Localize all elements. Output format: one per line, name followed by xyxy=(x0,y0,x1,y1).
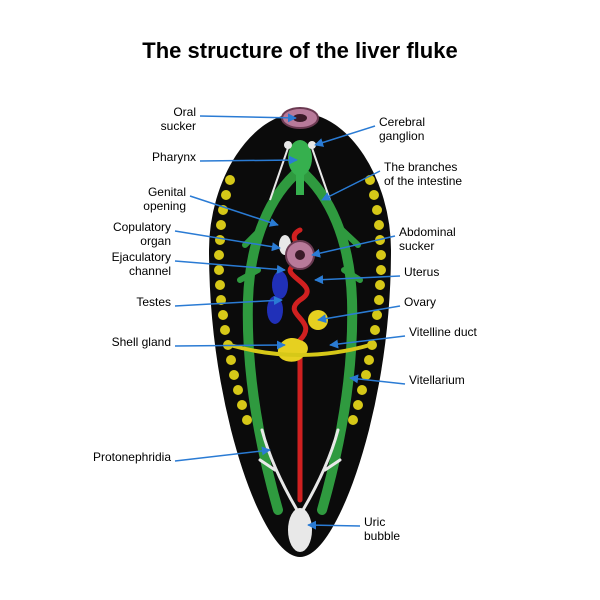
anatomy-label: The branchesof the intestine xyxy=(384,161,462,189)
fluke-diagram xyxy=(0,0,600,600)
anatomy-label: Cerebralganglion xyxy=(379,116,425,144)
anatomy-label: Protonephridia xyxy=(93,451,171,465)
anatomy-label: Vitelline duct xyxy=(409,326,477,340)
anatomy-label: Uterus xyxy=(404,266,439,280)
anatomy-label: Pharynx xyxy=(152,151,196,165)
anatomy-label: Genitalopening xyxy=(143,186,186,214)
anatomy-label: Oralsucker xyxy=(161,106,196,134)
uric-bubble xyxy=(288,508,312,552)
abdominal-sucker xyxy=(286,241,314,269)
anatomy-label: Shell gland xyxy=(112,336,171,350)
anatomy-label: Copulatoryorgan xyxy=(113,221,171,249)
anatomy-label: Testes xyxy=(136,296,171,310)
anatomy-label: Ovary xyxy=(404,296,436,310)
anatomy-label: Ejaculatorychannel xyxy=(112,251,171,279)
anatomy-label: Vitellarium xyxy=(409,374,465,388)
anatomy-label: Uricbubble xyxy=(364,516,400,544)
anatomy-label: Abdominalsucker xyxy=(399,226,456,254)
esophagus xyxy=(296,175,304,195)
